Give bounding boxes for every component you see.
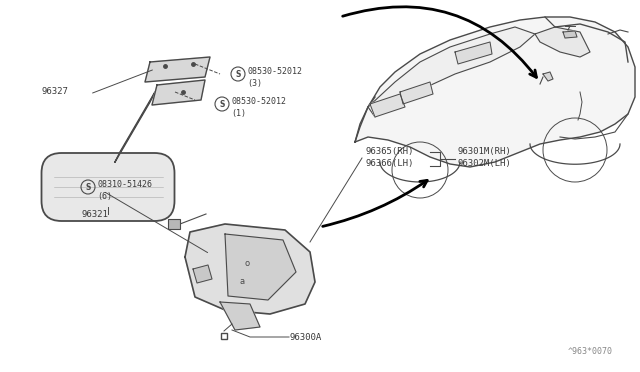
Text: (6): (6) (97, 192, 112, 201)
Polygon shape (355, 17, 635, 167)
Polygon shape (370, 94, 405, 117)
Text: a: a (239, 278, 244, 286)
Text: 96300A: 96300A (290, 333, 323, 342)
Polygon shape (543, 72, 553, 81)
Text: 96366(LH): 96366(LH) (365, 159, 413, 168)
Text: S: S (220, 99, 225, 109)
Polygon shape (220, 302, 260, 330)
FancyBboxPatch shape (42, 153, 175, 221)
Text: 96301M(RH): 96301M(RH) (457, 147, 511, 156)
Text: 96302M(LH): 96302M(LH) (457, 159, 511, 168)
Text: (1): (1) (231, 109, 246, 118)
Text: 96327: 96327 (42, 87, 69, 96)
Polygon shape (455, 42, 492, 64)
Text: 08530-52012: 08530-52012 (247, 67, 302, 76)
Polygon shape (115, 92, 155, 162)
Polygon shape (193, 265, 212, 283)
Polygon shape (400, 82, 433, 104)
Polygon shape (368, 27, 535, 117)
Polygon shape (185, 224, 315, 314)
Text: 08310-51426: 08310-51426 (97, 180, 152, 189)
Polygon shape (225, 234, 296, 300)
Text: (3): (3) (247, 78, 262, 87)
Polygon shape (152, 80, 205, 105)
Polygon shape (145, 57, 210, 82)
FancyBboxPatch shape (168, 219, 180, 229)
Polygon shape (535, 27, 590, 57)
Text: S: S (236, 70, 241, 78)
Text: o: o (244, 260, 250, 269)
Text: 08530-52012: 08530-52012 (231, 96, 286, 106)
Polygon shape (563, 31, 577, 38)
Text: 96365(RH): 96365(RH) (365, 147, 413, 156)
Text: S: S (85, 183, 91, 192)
Text: ^963*0070: ^963*0070 (568, 347, 613, 356)
Text: 96321: 96321 (82, 210, 109, 219)
